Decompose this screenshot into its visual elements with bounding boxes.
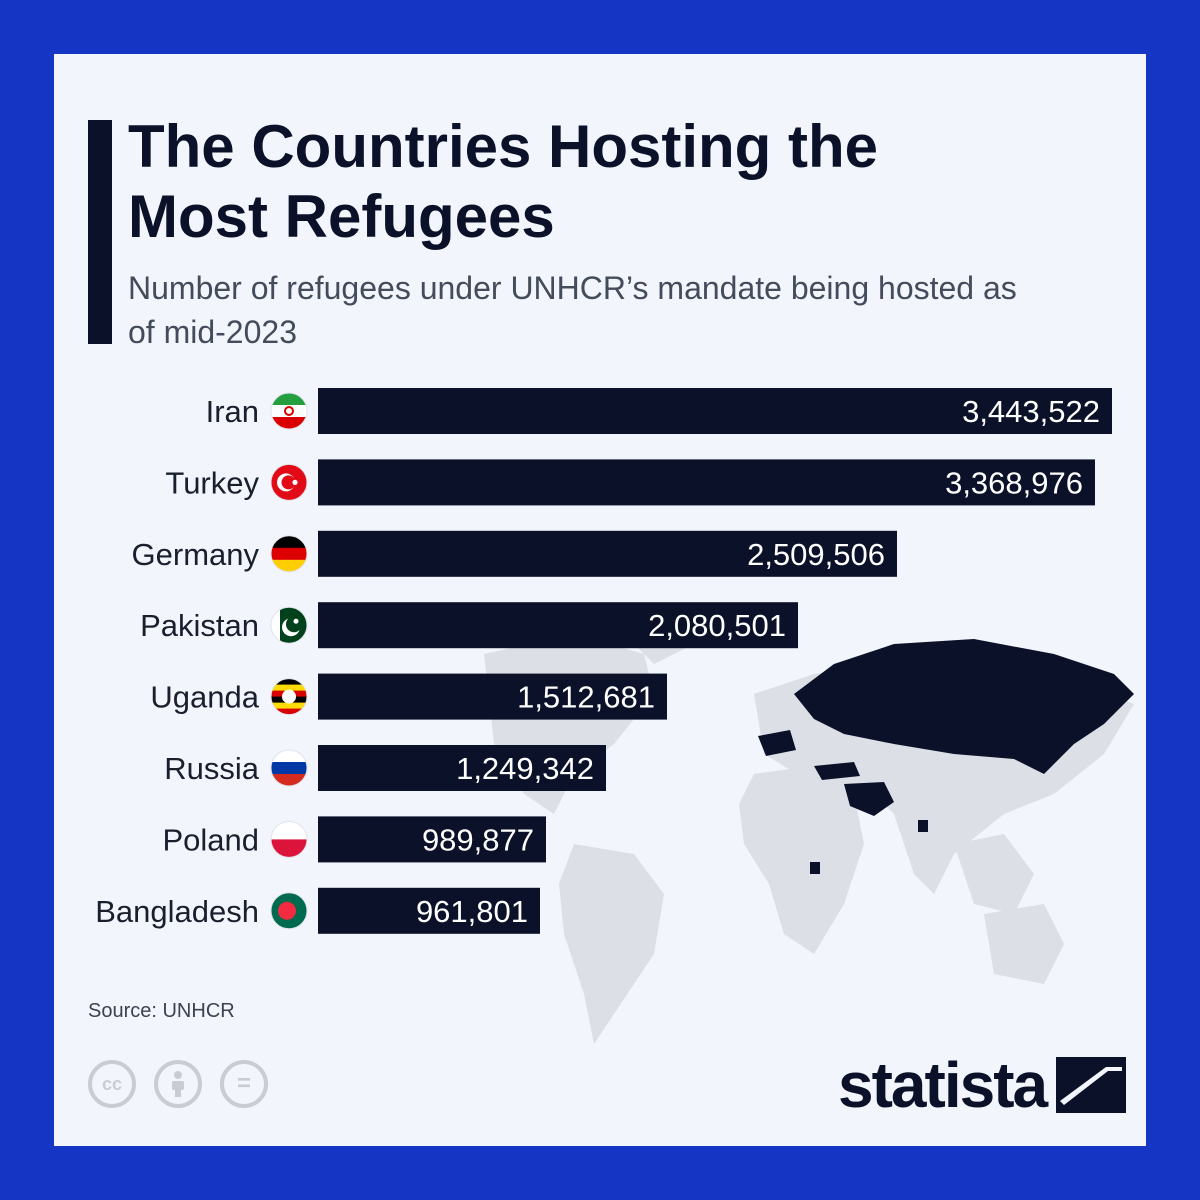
no-derivatives-icon: =	[220, 1060, 268, 1108]
person-glyph	[172, 1071, 184, 1097]
map-russia-highlight	[794, 639, 1134, 774]
statista-wordmark: statista	[838, 1049, 1048, 1121]
map-germany-poland-highlight	[758, 730, 796, 756]
map-south-asia	[894, 814, 954, 894]
germany-flag-icon	[271, 535, 307, 572]
bar	[318, 887, 540, 934]
bar	[318, 459, 1095, 506]
bar-row: Turkey 3,368,976	[165, 459, 1095, 506]
bar-row: Iran 3,443,522	[206, 388, 1112, 434]
map-iran-pakistan-highlight	[844, 782, 894, 816]
bar	[318, 745, 606, 791]
attribution-icon	[154, 1060, 202, 1108]
turkey-flag-icon	[271, 464, 307, 501]
value-label: 2,080,501	[648, 608, 786, 643]
statista-logo: statista	[838, 1049, 1127, 1121]
title-accent-bar	[88, 120, 112, 344]
uganda-flag-icon	[271, 678, 307, 715]
pakistan-flag-icon	[271, 607, 307, 644]
value-label: 1,512,681	[517, 680, 655, 715]
category-label: Germany	[132, 537, 260, 572]
bar	[318, 602, 798, 649]
map-south-america	[559, 844, 664, 1044]
map-uganda-highlight	[810, 862, 820, 874]
bar	[318, 816, 546, 863]
iran-flag-icon	[271, 393, 307, 429]
chart-title: The Countries Hosting the Most Refugees	[128, 113, 878, 250]
value-label: 989,877	[422, 822, 534, 857]
category-label: Bangladesh	[95, 894, 259, 929]
bar	[318, 388, 1112, 434]
map-turkey-highlight	[814, 762, 860, 780]
russia-flag-icon	[271, 750, 307, 786]
category-label: Iran	[206, 394, 259, 429]
bar-row: Russia 1,249,342	[164, 745, 606, 791]
bar	[318, 673, 667, 720]
category-label: Poland	[162, 822, 259, 857]
infographic-card: The Countries Hosting the Most Refugees …	[54, 54, 1146, 1146]
map-africa	[739, 764, 864, 954]
poland-flag-icon	[271, 821, 307, 858]
bangladesh-flag-icon	[271, 892, 307, 929]
category-label: Turkey	[165, 465, 259, 500]
category-label: Russia	[164, 751, 260, 786]
value-label: 961,801	[416, 894, 528, 929]
category-label: Uganda	[150, 680, 259, 715]
statista-mark-icon	[1056, 1057, 1127, 1113]
bar-row: Germany 2,509,506	[132, 530, 897, 577]
value-label: 2,509,506	[747, 537, 885, 572]
source-note: Source: UNHCR	[88, 1000, 235, 1022]
cc-icon: cc	[88, 1060, 136, 1108]
value-label: 1,249,342	[456, 751, 594, 786]
map-southeast-asia	[954, 834, 1034, 914]
value-label: 3,368,976	[945, 465, 1083, 500]
chart-subtitle: Number of refugees under UNHCR’s mandate…	[128, 270, 1017, 350]
map-australia	[984, 904, 1064, 984]
bar	[318, 530, 897, 577]
bar-row: Uganda 1,512,681	[150, 673, 667, 720]
bar-row: Poland 989,877	[162, 816, 546, 863]
bar-row: Bangladesh 961,801	[95, 887, 540, 934]
bar-chart: Iran 3,443,522 Turkey 3,368,976 Germany 2,509…	[95, 388, 1112, 934]
bar-row: Pakistan 2,080,501	[140, 602, 798, 649]
value-label: 3,443,522	[962, 394, 1100, 429]
map-bangladesh-highlight	[918, 820, 928, 832]
category-label: Pakistan	[140, 608, 259, 643]
